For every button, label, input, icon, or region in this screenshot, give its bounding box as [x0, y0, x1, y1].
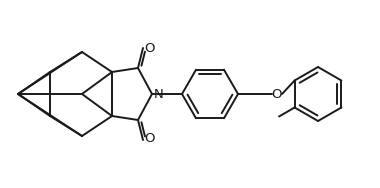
Text: O: O [272, 87, 282, 101]
Text: O: O [144, 42, 155, 55]
Text: N: N [154, 87, 164, 101]
Text: O: O [144, 133, 155, 146]
